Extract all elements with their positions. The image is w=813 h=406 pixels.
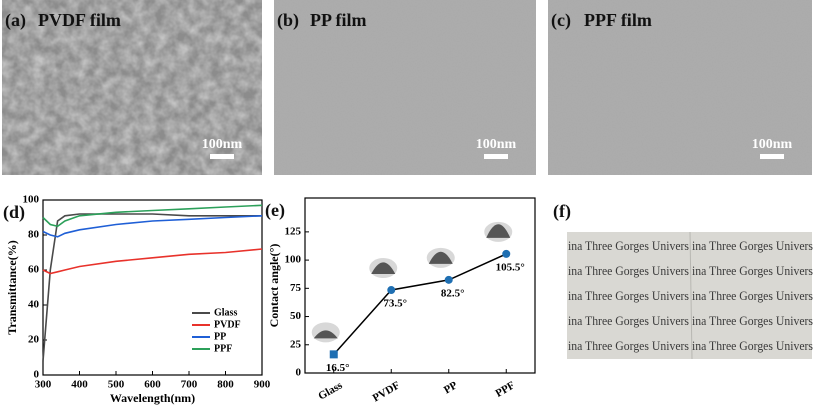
point — [444, 275, 453, 284]
y-tick-label: 20 — [28, 334, 40, 346]
plot-frame — [304, 197, 536, 374]
x-tick-label: PPF — [494, 379, 518, 400]
droplet — [313, 330, 338, 339]
photo-text: ina Three Gorges Univers — [568, 239, 689, 253]
series-line — [42, 213, 262, 362]
legend-label: Glass — [214, 307, 237, 318]
y-tick-label: 125 — [285, 225, 302, 237]
point — [387, 286, 396, 295]
panel-label: (d) — [3, 202, 25, 223]
legend-label: PVDF — [214, 319, 241, 330]
y-tick-label: 100 — [23, 194, 40, 206]
series-line — [333, 253, 507, 355]
x-tick-label: 600 — [144, 379, 161, 391]
photo-text: ina Three Gorges Univers — [692, 339, 813, 353]
x-tick-label: 700 — [181, 379, 198, 391]
x-tick-label: 300 — [35, 379, 52, 391]
photo — [567, 232, 812, 359]
panel-label: (a) — [5, 10, 26, 31]
value-label: 73.5° — [383, 298, 407, 310]
photo-text: ina Three Gorges Univers — [568, 289, 689, 303]
photo-seam — [689, 231, 693, 360]
panel-label: (b) — [277, 10, 299, 31]
point — [329, 350, 338, 359]
sem-texture — [2, 0, 262, 175]
series-line — [42, 248, 263, 275]
scale-bar — [210, 154, 234, 159]
legend-label: PPF — [214, 343, 232, 354]
sem-texture — [548, 0, 812, 175]
photo-text: ina Three Gorges Univers — [692, 289, 813, 303]
photo-text: ina Three Gorges Univers — [692, 264, 813, 278]
scale-label: 100nm — [202, 137, 243, 152]
y-tick-label: 25 — [290, 338, 302, 350]
point — [502, 249, 511, 258]
y-axis-title: Transmittance(%) — [5, 240, 19, 334]
y-tick-label: 0 — [296, 367, 302, 379]
value-label: 105.5° — [496, 261, 525, 273]
photo-text: ina Three Gorges Univers — [692, 314, 813, 328]
photo-text: ina Three Gorges Univers — [692, 239, 813, 253]
x-tick-label: 500 — [108, 379, 125, 391]
panel-title: PPF film — [584, 10, 652, 30]
sem-texture — [274, 0, 536, 175]
scale-bar — [484, 154, 508, 159]
y-tick-label: 75 — [290, 282, 302, 294]
value-label: 82.5° — [441, 287, 465, 299]
scale-bar — [760, 154, 784, 159]
photo-text: ina Three Gorges Univers — [568, 264, 689, 278]
y-tick-label: 40 — [28, 299, 40, 311]
photo-text: ina Three Gorges Univers — [568, 339, 689, 353]
y-tick-label: 80 — [28, 229, 40, 241]
panel-label: (c) — [551, 10, 571, 31]
panel-title: PP film — [310, 10, 367, 30]
droplet — [428, 251, 453, 264]
x-tick-label: Glass — [316, 379, 345, 403]
panel-label: (f) — [553, 201, 571, 222]
panel-title: PVDF film — [38, 10, 121, 30]
x-tick-label: 900 — [254, 379, 271, 391]
y-tick-label: 60 — [28, 264, 40, 276]
series-line — [42, 204, 263, 228]
droplet — [486, 224, 511, 238]
droplet — [371, 262, 396, 275]
y-tick-label: 50 — [290, 310, 302, 322]
legend-label: PP — [214, 331, 226, 342]
x-axis-title: Wavelength(nm) — [110, 391, 195, 405]
x-tick-label: PP — [442, 379, 460, 396]
series-line — [42, 215, 263, 238]
x-tick-label: PVDF — [371, 379, 403, 404]
x-tick-label: 800 — [217, 379, 234, 391]
value-label: 16.5° — [326, 362, 350, 374]
y-tick-label: 0 — [34, 369, 40, 381]
panel-label: (e) — [265, 200, 285, 221]
y-tick-label: 100 — [285, 254, 302, 266]
scale-label: 100nm — [752, 137, 793, 152]
scale-label: 100nm — [476, 137, 517, 152]
y-axis-title: Contact angle(°) — [267, 244, 281, 328]
photo-text: ina Three Gorges Univers — [568, 314, 689, 328]
x-tick-label: 400 — [71, 379, 88, 391]
